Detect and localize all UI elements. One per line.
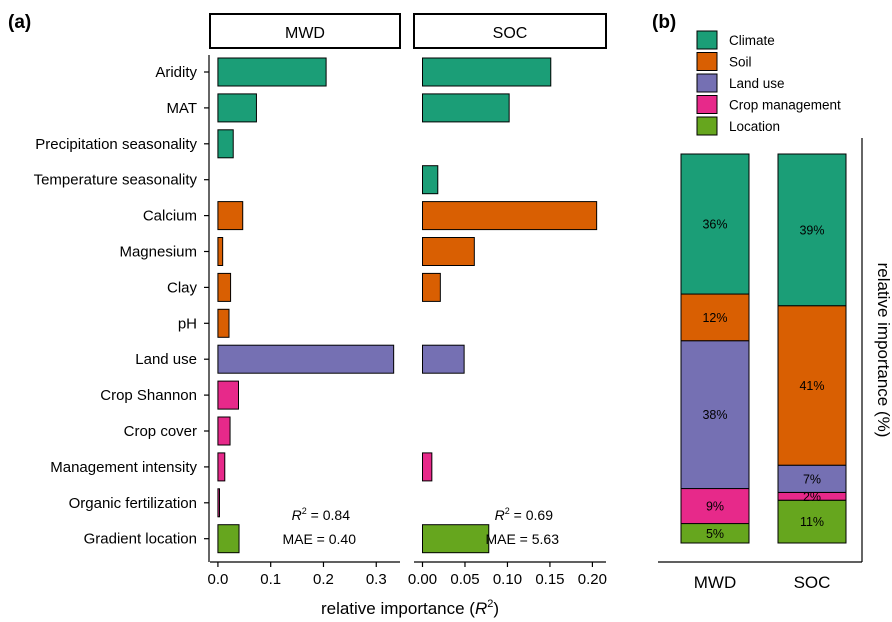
legend-label-climate: Climate [729, 33, 775, 48]
stack-label-mwd-location: 5% [706, 527, 724, 541]
r2-annotation-soc: R2 = 0.69 [495, 506, 554, 523]
category-label-organic-fertilization: Organic fertilization [69, 495, 197, 512]
bar-soc-land-use [421, 344, 465, 374]
bar-mwd-precipitation-seasonality [217, 129, 234, 159]
panel-a-label: (a) [8, 12, 31, 33]
bar-mwd-mat [217, 93, 257, 123]
stack-x-label-soc: SOC [794, 573, 831, 592]
x-ticks-soc: 0.00 0.05 0.10 0.15 0.20 [408, 562, 607, 588]
bar-mwd-organic-fertilization [217, 488, 221, 518]
mae-annotation-soc: MAE = 5.63 [485, 531, 559, 547]
bar-mwd-crop-cover [217, 416, 231, 446]
category-label-ph: pH [178, 315, 197, 332]
category-label-aridity: Aridity [155, 64, 197, 81]
legend-swatch-crop-management [696, 95, 718, 114]
bar-soc-temperature-seasonality [421, 165, 439, 195]
stack-x-label-mwd: MWD [694, 573, 736, 592]
x-tick-label-soc-1: 0.05 [450, 571, 479, 588]
legend-label-location: Location [729, 119, 780, 134]
facet-label-soc: SOC [493, 25, 528, 42]
panel-b-label: (b) [652, 12, 676, 33]
bar-mwd-crop-shannon [217, 380, 240, 410]
bar-mwd-calcium [217, 201, 244, 231]
stack-label-mwd-soil: 12% [702, 311, 727, 325]
category-label-magnesium: Magnesium [119, 244, 197, 261]
x-ticks-mwd: 0.0 0.1 0.2 0.3 [207, 562, 387, 588]
category-label-gradient-location: Gradient location [84, 531, 197, 548]
legend-swatch-soil [696, 52, 718, 71]
y-axis-title-b: relative importance (%) [874, 263, 892, 438]
bar-mwd-gradient-location [217, 524, 240, 554]
category-label-crop-shannon: Crop Shannon [100, 387, 197, 404]
stack-segment-mwd-climate [680, 153, 750, 295]
facet-label-mwd: MWD [285, 25, 325, 42]
stack-x-labels: MWD SOC [694, 573, 831, 592]
category-label-management-intensity: Management intensity [50, 459, 197, 476]
bar-soc-gradient-location [421, 524, 490, 554]
x-tick-label-soc-4: 0.20 [578, 571, 607, 588]
stack-label-soc-soil: 41% [799, 379, 824, 393]
stacked-bars: 5% 9% 38% 12% 36% 11% 2% 7% 41% 39% [680, 153, 847, 544]
x-tick-label-soc-3: 0.15 [535, 571, 564, 588]
legend-swatch-location [696, 116, 718, 136]
bar-soc-clay [421, 272, 441, 302]
stack-label-soc-location: 11% [800, 515, 824, 529]
stack-segment-soc-soil [777, 305, 847, 466]
r2-annotation-mwd: R2 = 0.84 [292, 506, 351, 523]
facet-strip-soc: SOC [413, 13, 607, 49]
stack-label-mwd-climate: 36% [702, 218, 727, 232]
stack-segment-mwd-crop-management [680, 488, 750, 525]
category-labels: Aridity MAT Precipitation seasonality Tempe… [34, 64, 209, 548]
legend-label-crop-management: Crop management [729, 98, 841, 113]
bar-mwd-management-intensity [217, 452, 226, 482]
stack-label-soc-land-use: 7% [803, 472, 821, 486]
bar-mwd-clay [217, 272, 232, 302]
stack-segment-soc-location [777, 499, 847, 544]
x-tick-label-mwd-1: 0.1 [260, 571, 281, 588]
category-label-precipitation-seasonality: Precipitation seasonality [35, 136, 197, 153]
category-label-land-use: Land use [135, 351, 197, 368]
stack-label-soc-climate: 39% [799, 223, 824, 237]
category-label-clay: Clay [167, 279, 198, 296]
stack-segment-mwd-land-use [680, 340, 750, 490]
bar-mwd-aridity [217, 57, 327, 87]
stack-segment-soc-climate [777, 153, 847, 307]
bar-soc-calcium [421, 201, 598, 231]
annotation-soc: R2 = 0.69 MAE = 5.63 [485, 506, 559, 547]
x-tick-label-mwd-2: 0.2 [313, 571, 334, 588]
bars-mwd [217, 57, 395, 554]
x-axis-title: relative importance (R2) [321, 598, 499, 618]
bar-soc-magnesium [421, 237, 475, 266]
bar-soc-aridity [421, 57, 552, 87]
bar-soc-management-intensity [421, 452, 433, 482]
x-tick-label-mwd-3: 0.3 [366, 571, 387, 588]
bar-mwd-magnesium [217, 237, 224, 266]
x-tick-label-mwd-0: 0.0 [207, 571, 228, 588]
category-label-mat: MAT [166, 100, 197, 117]
bar-mwd-land-use [217, 344, 395, 374]
bar-soc-mat [421, 93, 510, 123]
stack-segment-mwd-soil [680, 293, 750, 342]
category-label-calcium: Calcium [143, 208, 197, 225]
mae-annotation-mwd: MAE = 0.40 [282, 531, 356, 547]
stack-label-mwd-crop-management: 9% [706, 500, 724, 514]
stack-label-soc-crop-management: 2% [803, 490, 821, 504]
stack-label-mwd-land-use: 38% [702, 408, 727, 422]
legend-label-soil: Soil [729, 55, 752, 70]
bar-mwd-ph [217, 308, 230, 338]
category-label-temperature-seasonality: Temperature seasonality [34, 172, 198, 189]
legend-swatch-climate [696, 30, 718, 50]
legend-swatch-land-use [696, 73, 718, 93]
stack-segment-soc-land-use [777, 464, 847, 493]
legend: Climate Soil Land use Crop management Locati… [696, 30, 841, 136]
bars-soc [421, 57, 598, 554]
legend-label-land-use: Land use [729, 76, 785, 91]
annotation-mwd: R2 = 0.84 MAE = 0.40 [282, 506, 356, 547]
x-tick-label-soc-2: 0.10 [493, 571, 522, 588]
x-tick-label-soc-0: 0.00 [408, 571, 437, 588]
facet-strip-mwd: MWD [209, 13, 401, 49]
category-label-crop-cover: Crop cover [124, 423, 197, 440]
